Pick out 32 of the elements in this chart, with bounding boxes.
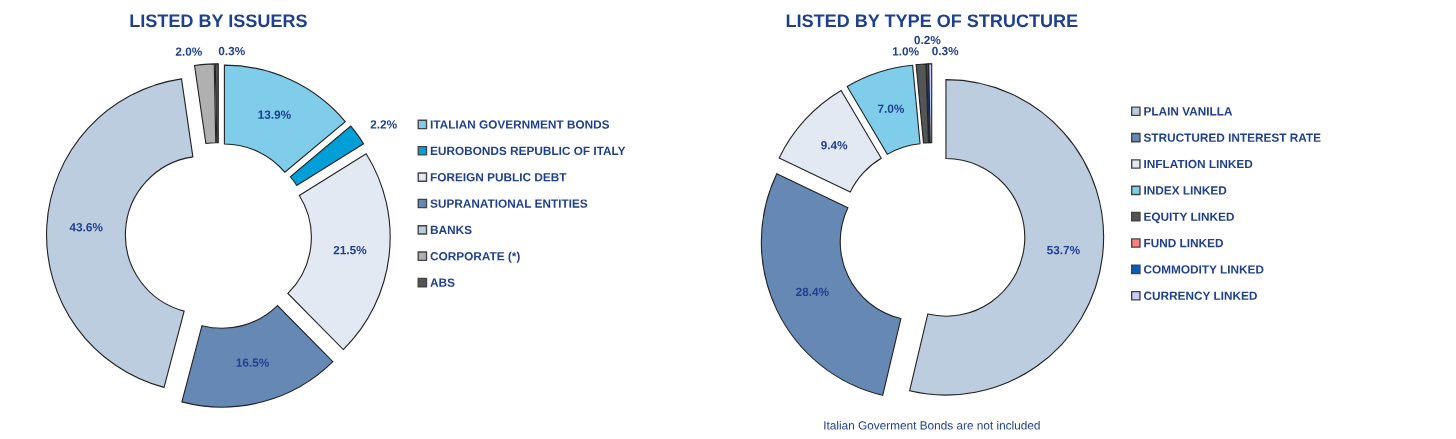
data-label: 7.0%: [877, 104, 905, 113]
data-label: 9.4%: [821, 141, 848, 150]
legend-label: FOREIGN PUBLIC DEBT: [430, 173, 567, 182]
legend-label: EUROBONDS REPUBLIC OF ITALY: [430, 146, 626, 156]
legend-label: ITALIAN GOVERNMENT BONDS: [430, 120, 610, 129]
data-label: 2.2%: [370, 120, 397, 129]
data-label: 1.0%: [892, 47, 919, 56]
legend-label: EQUITY LINKED: [1144, 212, 1234, 224]
legend-label: STRUCTURED INTEREST RATE: [1143, 133, 1321, 142]
data-label: 0.2%: [914, 35, 941, 45]
legend-label: COMMODITY LINKED: [1143, 265, 1264, 274]
legend-label: FUND LINKED: [1144, 239, 1223, 248]
data-label: 28.4%: [796, 287, 829, 297]
legend-label: BANKS: [430, 225, 472, 235]
legend-label: SUPRANATIONAL ENTITIES: [430, 199, 588, 208]
legend-label: INDEX LINKED: [1144, 186, 1227, 195]
legend-label: CORPORATE (*): [430, 251, 520, 263]
legend-label: CURRENCY LINKED: [1143, 291, 1257, 300]
legend-label: ABS: [430, 278, 455, 287]
chart-title: LISTED BY ISSUERS: [130, 14, 307, 28]
data-label: 16.5%: [236, 358, 269, 367]
data-label: 13.9%: [258, 110, 291, 119]
legend-label: INFLATION LINKED: [1144, 159, 1253, 169]
data-label: 2.0%: [175, 47, 202, 56]
text: Italian Goverment Bonds are not included: [824, 420, 1040, 430]
data-label: 0.3%: [932, 46, 959, 56]
data-label: 0.3%: [218, 46, 245, 56]
chart-title: LISTED BY TYPE OF STRUCTURE: [786, 14, 1078, 28]
data-label: 53.7%: [1047, 245, 1080, 255]
legend-label: PLAIN VANILLA: [1144, 107, 1233, 116]
data-label: 21.5%: [333, 245, 367, 255]
data-label: 43.6%: [69, 223, 103, 232]
